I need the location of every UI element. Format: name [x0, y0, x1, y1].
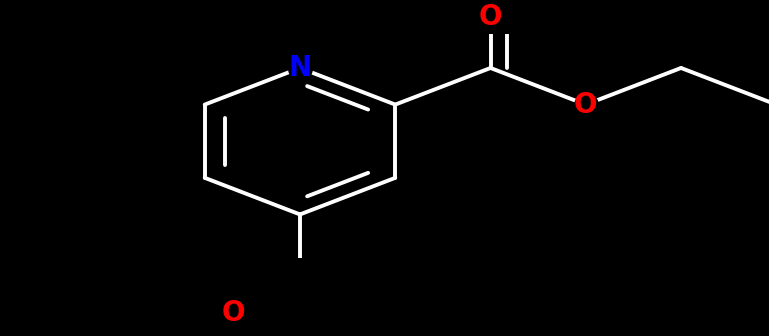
Text: N: N	[288, 54, 311, 82]
Text: O: O	[574, 91, 598, 119]
Text: O: O	[479, 3, 502, 31]
Text: O: O	[221, 299, 245, 327]
